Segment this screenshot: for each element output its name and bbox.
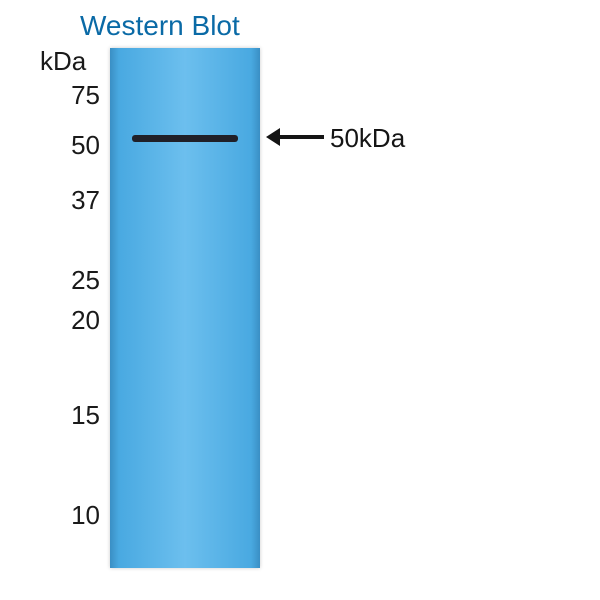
callout-arrow-head (266, 128, 280, 146)
ytick-label: 37 (71, 185, 100, 216)
yaxis-unit-label: kDa (40, 46, 86, 77)
blot-lane (110, 48, 260, 568)
callout-label: 50kDa (330, 123, 405, 154)
ytick-label: 20 (71, 305, 100, 336)
protein-band (132, 135, 238, 142)
ytick-label: 75 (71, 80, 100, 111)
ytick-label: 15 (71, 400, 100, 431)
ytick-label: 10 (71, 500, 100, 531)
ytick-label: 25 (71, 265, 100, 296)
blot-container: Western Blot kDa 75 50 37 25 20 15 10 50kDa (0, 0, 600, 600)
blot-title: Western Blot (80, 10, 240, 42)
callout-arrow-line (275, 135, 324, 139)
ytick-label: 50 (71, 130, 100, 161)
